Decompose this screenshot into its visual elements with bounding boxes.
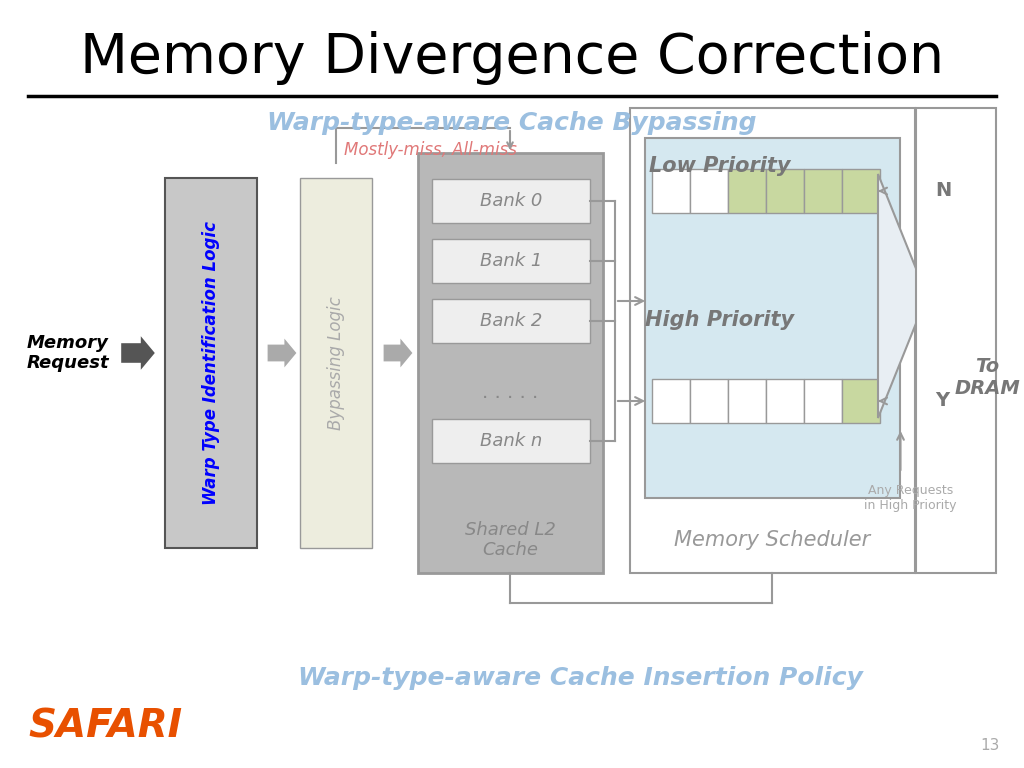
FancyBboxPatch shape	[842, 169, 880, 213]
Polygon shape	[878, 174, 923, 418]
Polygon shape	[267, 339, 296, 367]
Text: Low Priority: Low Priority	[649, 156, 791, 176]
Text: High Priority: High Priority	[645, 310, 795, 330]
Text: To
DRAM: To DRAM	[954, 357, 1020, 399]
Text: SAFARI: SAFARI	[28, 707, 182, 745]
Polygon shape	[384, 339, 413, 367]
Text: Shared L2
Cache: Shared L2 Cache	[465, 521, 556, 559]
Text: Bank 1: Bank 1	[480, 252, 542, 270]
Text: Warp-type-aware Cache Bypassing: Warp-type-aware Cache Bypassing	[267, 111, 757, 135]
FancyBboxPatch shape	[690, 169, 728, 213]
Text: Mostly-miss, All-miss: Mostly-miss, All-miss	[344, 141, 516, 159]
FancyBboxPatch shape	[432, 239, 590, 283]
FancyBboxPatch shape	[728, 379, 766, 423]
FancyBboxPatch shape	[842, 379, 880, 423]
FancyBboxPatch shape	[728, 169, 766, 213]
Polygon shape	[943, 332, 986, 375]
Text: Any Requests
in High Priority: Any Requests in High Priority	[864, 484, 956, 512]
FancyBboxPatch shape	[630, 108, 915, 573]
Polygon shape	[121, 336, 155, 370]
FancyBboxPatch shape	[652, 169, 690, 213]
FancyBboxPatch shape	[432, 299, 590, 343]
FancyBboxPatch shape	[165, 178, 257, 548]
Text: N: N	[935, 181, 951, 200]
Text: Memory Scheduler: Memory Scheduler	[675, 530, 870, 550]
Text: 13: 13	[981, 739, 1000, 753]
FancyBboxPatch shape	[432, 179, 590, 223]
FancyBboxPatch shape	[418, 153, 603, 573]
Text: Warp Type Identification Logic: Warp Type Identification Logic	[202, 221, 220, 505]
FancyBboxPatch shape	[766, 379, 804, 423]
FancyBboxPatch shape	[804, 169, 842, 213]
FancyBboxPatch shape	[690, 379, 728, 423]
Text: Bypassing Logic: Bypassing Logic	[327, 296, 345, 430]
Text: Y: Y	[935, 392, 949, 411]
FancyBboxPatch shape	[804, 379, 842, 423]
FancyBboxPatch shape	[916, 108, 996, 573]
Text: Memory Divergence Correction: Memory Divergence Correction	[80, 31, 944, 85]
Text: . . . . .: . . . . .	[482, 383, 539, 402]
Text: Bank 2: Bank 2	[480, 312, 542, 330]
Text: Warp-type-aware Cache Insertion Policy: Warp-type-aware Cache Insertion Policy	[298, 666, 862, 690]
FancyBboxPatch shape	[432, 419, 590, 463]
FancyBboxPatch shape	[300, 178, 372, 548]
Text: Memory
Request: Memory Request	[27, 333, 110, 372]
FancyBboxPatch shape	[652, 379, 690, 423]
FancyBboxPatch shape	[766, 169, 804, 213]
Text: Bank 0: Bank 0	[480, 192, 542, 210]
FancyBboxPatch shape	[645, 138, 900, 498]
Text: Bank n: Bank n	[480, 432, 542, 450]
